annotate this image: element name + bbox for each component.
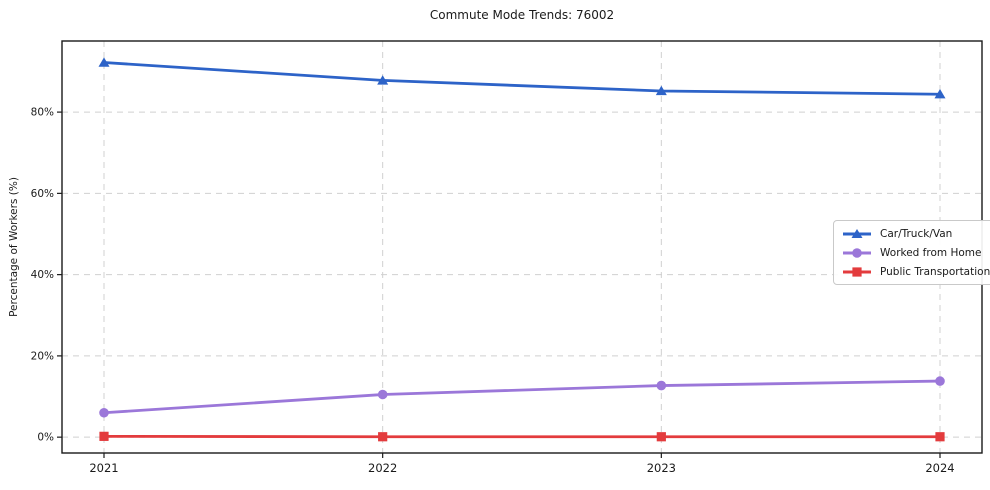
series-car-truck-van-triangle-marker [934,89,946,99]
series-worked-from-home-circle-marker [99,407,109,418]
series-line-car-truck-van [102,61,942,96]
legend-item-public-transportation: Public Transportation [842,265,990,278]
series-car-truck-van-triangle-marker [655,85,667,96]
y-tick-label: 40% [31,269,54,281]
legend-line-sample-icon [843,228,871,238]
series-public-transportation-square-marker [378,432,388,442]
series-public-transportation-square-marker [99,431,109,441]
series-public-transportation-square-marker [656,432,666,442]
series-line-worked-from-home [102,379,942,415]
legend-label: Public Transportation [880,265,990,278]
legend-line-sample-icon [843,266,871,277]
circle-marker-icon [852,247,862,258]
legend-item-car-truck-van: Car/Truck/Van [842,227,990,240]
chart-title: Commute Mode Trends: 76002 [429,8,615,22]
legend-label: Car/Truck/Van [880,227,953,240]
series-worked-from-home-circle-marker [656,380,667,391]
x-tick-label: 2022 [368,461,397,475]
series-worked-from-home-circle-marker [377,389,388,400]
series-public-transportation-square-marker [935,432,945,442]
series-worked-from-home-circle-marker [935,376,945,386]
series-car-truck-van-triangle-marker [98,57,110,67]
legend-item-worked-from-home: Worked from Home [842,246,990,259]
y-tick-label: 0% [37,432,54,444]
triangle-marker-icon [851,228,863,238]
series-car-truck-van-triangle-marker [377,75,389,85]
x-tick-label: 2024 [925,461,954,475]
legend-line-sample-icon [843,247,871,258]
y-tick-label: 20% [31,350,54,362]
legend: Car/Truck/Van Worked from Home Public Tr… [833,220,990,285]
y-tick-label: 80% [31,107,54,119]
x-tick-label: 2021 [89,461,118,475]
x-tick-label: 2023 [647,461,676,475]
square-marker-icon [852,266,862,277]
y-tick-label: 60% [31,188,54,200]
legend-label: Worked from Home [880,246,982,259]
